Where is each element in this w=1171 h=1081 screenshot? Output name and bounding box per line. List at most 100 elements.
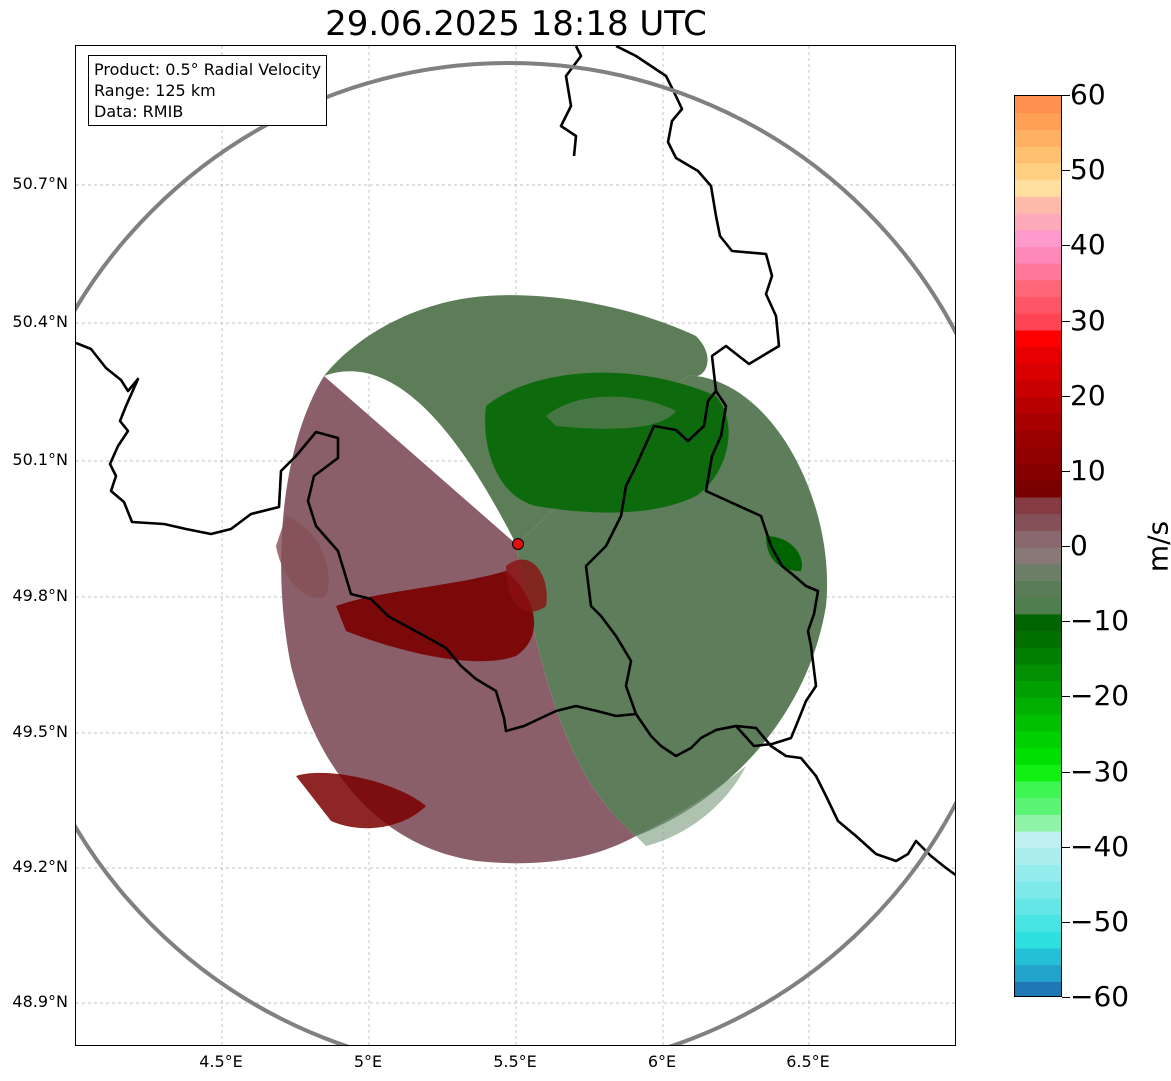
colorbar-tick [1062, 847, 1070, 848]
colorbar-band [1015, 379, 1061, 398]
colorbar-band [1015, 313, 1061, 331]
colorbar-tick [1062, 922, 1070, 923]
colorbar-band [1015, 212, 1061, 231]
info-product: Product: 0.5° Radial Velocity [94, 60, 322, 79]
colorbar-band [1015, 463, 1061, 481]
colorbar-band [1015, 764, 1061, 782]
map-title: 29.06.2025 18:18 UTC [325, 4, 707, 44]
colorbar-band [1015, 647, 1061, 665]
colorbar-tick-label: −60 [1070, 980, 1130, 1013]
colorbar-band [1015, 897, 1061, 916]
colorbar-tick [1062, 321, 1070, 322]
colorbar-band [1015, 613, 1061, 632]
colorbar-tick-label: −50 [1070, 905, 1130, 938]
colorbar-band [1015, 480, 1061, 498]
radar-site-marker[interactable] [512, 538, 524, 550]
colorbar-band [1015, 881, 1061, 899]
colorbar-band [1015, 630, 1061, 648]
colorbar-band [1015, 663, 1061, 682]
info-range: Range: 125 km [94, 81, 216, 100]
colorbar-tick-label: 0 [1070, 529, 1088, 562]
colorbar-band [1015, 847, 1061, 865]
colorbar-band [1015, 697, 1061, 715]
colorbar-band [1015, 346, 1061, 364]
colorbar-band [1015, 146, 1061, 164]
colorbar-tick-label: 10 [1070, 454, 1106, 487]
info-data-source: Data: RMIB [94, 102, 184, 121]
colorbar-band [1015, 947, 1061, 966]
y-tick-label: 50.4°N [12, 312, 68, 331]
colorbar-band [1015, 263, 1061, 281]
colorbar-band [1015, 279, 1061, 298]
colorbar-band [1015, 714, 1061, 732]
colorbar-band [1015, 730, 1061, 749]
colorbar-band [1015, 964, 1061, 982]
x-tick-label: 6°E [647, 1052, 677, 1071]
colorbar-band [1015, 597, 1061, 615]
colorbar-tick-label: −30 [1070, 755, 1130, 788]
colorbar-band [1015, 196, 1061, 214]
info-box: Product: 0.5° Radial Velocity Range: 125… [88, 55, 328, 126]
colorbar-band [1015, 363, 1061, 381]
colorbar-band [1015, 396, 1061, 414]
colorbar-band [1015, 580, 1061, 598]
colorbar-band [1015, 129, 1061, 147]
colorbar-band [1015, 680, 1061, 698]
colorbar-tick [1062, 546, 1070, 547]
colorbar-tick [1062, 396, 1070, 397]
colorbar-band [1015, 981, 1061, 996]
x-tick-label: 4.5°E [199, 1052, 243, 1071]
colorbar-tick [1062, 621, 1070, 622]
colorbar-tick [1062, 696, 1070, 697]
colorbar-tick-label: 50 [1070, 153, 1106, 186]
colorbar-tick [1062, 95, 1070, 96]
colorbar-band [1015, 229, 1061, 247]
colorbar-tick-label: −40 [1070, 830, 1130, 863]
y-tick-label: 50.7°N [12, 174, 68, 193]
radar-map[interactable] [75, 45, 956, 1046]
colorbar-gradient [1015, 96, 1061, 996]
colorbar-band [1015, 162, 1061, 181]
colorbar-band [1015, 864, 1061, 882]
colorbar-band [1015, 96, 1061, 114]
colorbar-band [1015, 530, 1061, 548]
colorbar-band [1015, 563, 1061, 581]
colorbar [1014, 95, 1062, 997]
country-borders [76, 46, 955, 877]
colorbar-band [1015, 931, 1061, 949]
colorbar-tick [1062, 997, 1070, 998]
colorbar-tick-label: 60 [1070, 78, 1106, 111]
colorbar-tick [1062, 471, 1070, 472]
velocity-field [276, 295, 828, 864]
colorbar-band [1015, 797, 1061, 815]
colorbar-band [1015, 547, 1061, 565]
colorbar-band [1015, 446, 1061, 465]
colorbar-band [1015, 496, 1061, 515]
range-ring [76, 61, 955, 1045]
x-tick-label: 5°E [353, 1052, 383, 1071]
colorbar-tick-label: 30 [1070, 304, 1106, 337]
x-tick-label: 6.5°E [786, 1052, 830, 1071]
colorbar-band [1015, 814, 1061, 832]
colorbar-band [1015, 246, 1061, 264]
colorbar-band [1015, 112, 1061, 130]
y-tick-label: 49.2°N [12, 857, 68, 876]
y-tick-label: 50.1°N [12, 450, 68, 469]
x-tick-label: 5.5°E [493, 1052, 537, 1071]
y-tick-label: 48.9°N [12, 992, 68, 1011]
colorbar-tick [1062, 170, 1070, 171]
y-tick-label: 49.8°N [12, 586, 68, 605]
colorbar-band [1015, 830, 1061, 849]
colorbar-tick [1062, 245, 1070, 246]
colorbar-unit: m/s [1141, 520, 1171, 573]
colorbar-tick-label: −20 [1070, 679, 1130, 712]
colorbar-band [1015, 179, 1061, 197]
colorbar-band [1015, 914, 1061, 932]
colorbar-tick-label: 20 [1070, 379, 1106, 412]
colorbar-tick-label: −10 [1070, 604, 1130, 637]
colorbar-band [1015, 747, 1061, 765]
colorbar-tick-label: 40 [1070, 228, 1106, 261]
colorbar-tick [1062, 772, 1070, 773]
colorbar-band [1015, 329, 1061, 348]
colorbar-band [1015, 413, 1061, 431]
